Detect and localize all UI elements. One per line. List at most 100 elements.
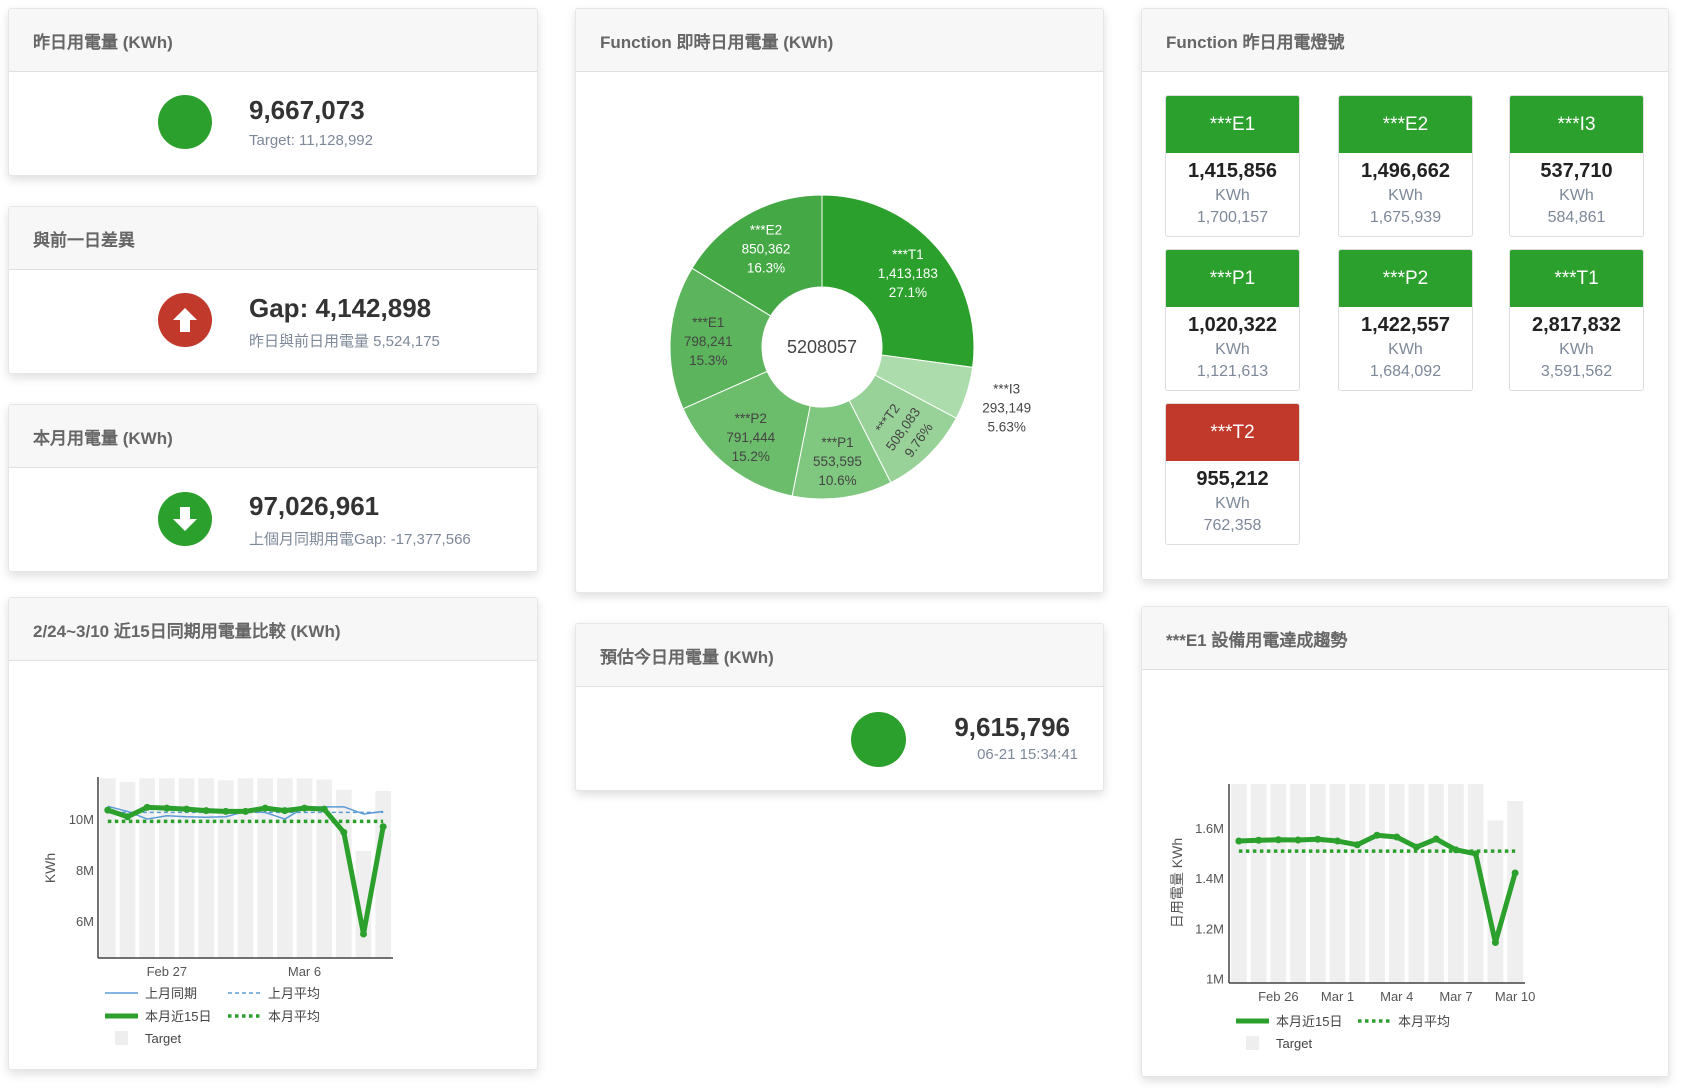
series-point[interactable] (1353, 841, 1361, 849)
series-point[interactable] (222, 807, 230, 815)
series-point[interactable] (104, 806, 112, 814)
target-bar[interactable] (276, 778, 293, 958)
target-bar[interactable] (217, 780, 234, 958)
slice-label-text: 16.3% (747, 261, 785, 276)
target-bar[interactable] (316, 779, 333, 958)
tile-value: 2,817,832 (1532, 314, 1621, 336)
series-point[interactable] (261, 804, 269, 812)
target-bar[interactable] (1448, 784, 1464, 983)
target-bar[interactable] (1487, 820, 1504, 983)
card-title: 與前一日差異 (9, 207, 537, 270)
target-bar[interactable] (1507, 801, 1524, 983)
gap-value: Gap: 4,142,898 (249, 293, 432, 323)
target-bar[interactable] (1408, 784, 1425, 983)
legend-label[interactable]: 本月近15日 (1276, 1014, 1342, 1029)
target-bar[interactable] (1309, 784, 1326, 983)
series-point[interactable] (1274, 836, 1282, 844)
target-bar[interactable] (1467, 784, 1484, 983)
slice-label-text: ***P2 (735, 411, 767, 426)
slice-label-text: 5.63% (988, 419, 1026, 434)
series-point[interactable] (183, 805, 190, 813)
target-bar[interactable] (158, 778, 175, 958)
series-point[interactable] (202, 807, 210, 815)
arrow-up-icon (158, 293, 212, 347)
line-chart-1: 1M 1.2M 1.4M 1.6M Feb 26 Mar 1 Mar 4 Mar 7 Mar 1… (1169, 784, 1535, 1051)
target-bar[interactable] (1388, 784, 1405, 983)
x-tick-label: Mar 7 (1439, 989, 1472, 1004)
target-bar[interactable] (119, 782, 136, 958)
target-bar[interactable] (1250, 784, 1267, 983)
donut-slice[interactable] (821, 194, 975, 368)
target-bar[interactable] (355, 850, 372, 958)
light-tile: ***P1 1,020,322 KWh 1,121,613 (1165, 249, 1300, 391)
series-point[interactable] (1334, 837, 1342, 845)
target-bar[interactable] (139, 778, 156, 958)
slice-label-text: ***I3 (993, 381, 1020, 396)
series-point[interactable] (163, 804, 171, 812)
target-bar[interactable] (1270, 784, 1287, 983)
series-point[interactable] (1314, 835, 1322, 843)
slice-label: ***I3 293,149 5.63% (982, 381, 1031, 434)
series-point[interactable] (1511, 869, 1519, 877)
series-point[interactable] (1412, 843, 1420, 851)
donut-slice[interactable] (691, 194, 823, 317)
series-point[interactable] (301, 804, 308, 812)
series-point[interactable] (1373, 831, 1381, 839)
tile-target: 3,591,562 (1540, 363, 1613, 380)
tile-unit: KWh (1559, 187, 1594, 204)
tile-value: 1,415,856 (1188, 160, 1277, 182)
target-bar[interactable] (257, 778, 274, 958)
slice-label-text: 15.3% (689, 353, 727, 368)
light-tile: ***I3 537,710 KWh 584,861 (1509, 95, 1644, 237)
target-bar[interactable] (375, 791, 392, 958)
legend-label[interactable]: 上月平均 (268, 986, 320, 1001)
legend-label[interactable]: Target (1276, 1036, 1313, 1051)
slice-label: ***E1 798,241 15.3% (684, 315, 733, 368)
series-point[interactable] (1491, 939, 1499, 947)
slice-label-text: 293,149 (982, 400, 1031, 415)
tile-header: ***P1 (1166, 250, 1299, 307)
y-tick-label: 1.2M (1195, 921, 1224, 936)
series-point[interactable] (340, 828, 348, 836)
legend-label[interactable]: 上月同期 (145, 986, 197, 1001)
target-bar[interactable] (99, 778, 116, 958)
tile-unit: KWh (1559, 341, 1594, 358)
target-bar[interactable] (1230, 784, 1247, 983)
series-point[interactable] (1294, 836, 1302, 844)
series-point[interactable] (1393, 833, 1401, 841)
yesterday-usage-card: 昨日用電量 (KWh) 9,667,073 Target: 11,128,992 (8, 8, 538, 176)
target-bar[interactable] (1349, 784, 1366, 983)
legend-label[interactable]: Target (145, 1031, 182, 1046)
series-point[interactable] (1432, 835, 1440, 843)
series-point[interactable] (143, 803, 151, 811)
legend-label[interactable]: 本月近15日 (145, 1009, 211, 1024)
target-bar[interactable] (1369, 784, 1385, 983)
target-bar[interactable] (1329, 784, 1346, 983)
card-title: 本月用電量 (KWh) (9, 405, 537, 468)
series-point[interactable] (124, 813, 131, 821)
x-tick-label: Mar 10 (1495, 989, 1535, 1004)
legend-label[interactable]: 本月平均 (268, 1009, 320, 1024)
series-point[interactable] (360, 930, 367, 938)
target-bar[interactable] (1428, 784, 1445, 983)
target-bar[interactable] (198, 778, 215, 958)
target-bar[interactable] (1290, 784, 1306, 983)
series-point[interactable] (242, 807, 249, 815)
donut-chart: ***T1 1,413,183 27.1% ***I3 293,149 5.63% ***T… (669, 194, 1031, 500)
target-bar[interactable] (296, 778, 313, 958)
legend-label[interactable]: 本月平均 (1398, 1014, 1450, 1029)
target-bar[interactable] (178, 778, 195, 958)
series-point[interactable] (320, 805, 328, 813)
month-subtext: 上個月同期用電Gap: -17,377,566 (249, 531, 471, 548)
series-point[interactable] (379, 823, 387, 831)
donut-slice[interactable] (682, 370, 811, 497)
series-point[interactable] (1255, 836, 1263, 844)
series-point[interactable] (1235, 837, 1243, 845)
card-title: Function 昨日用電燈號 (1142, 9, 1668, 72)
y-tick-label: 6M (76, 914, 94, 929)
series-point[interactable] (281, 807, 289, 815)
target-bar[interactable] (237, 778, 254, 958)
yesterday-target: Target: 11,128,992 (249, 132, 373, 149)
donut-slice[interactable] (669, 267, 772, 410)
target-bar[interactable] (335, 789, 352, 958)
